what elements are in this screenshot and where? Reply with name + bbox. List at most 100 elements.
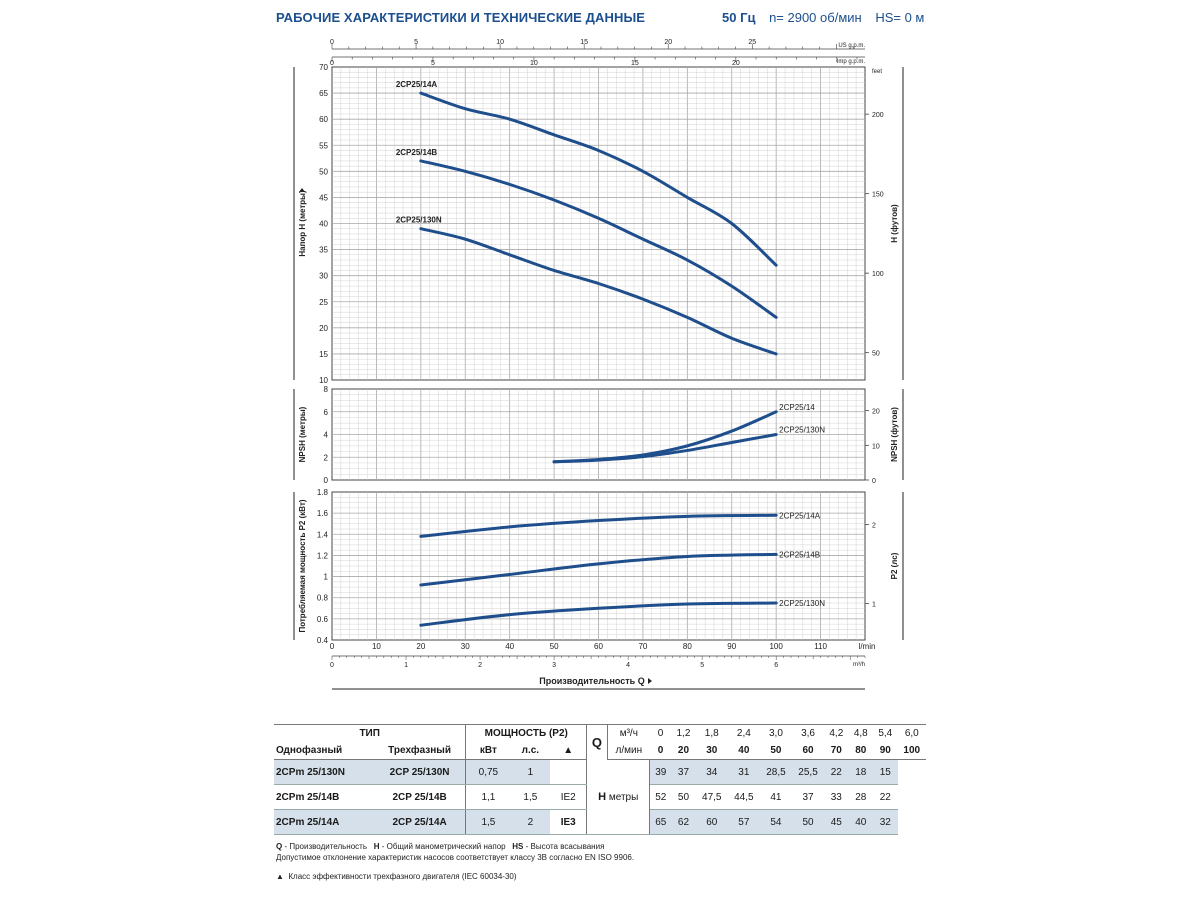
ie-class bbox=[550, 759, 588, 785]
lmin-cell: 50 bbox=[759, 742, 792, 760]
ie-footnote: ▲ Класс эффективности трехфазного двигат… bbox=[276, 872, 517, 881]
table-row: 2CPm 25/14A 2CP 25/14A 1,5 2 IE3 65 62 6… bbox=[274, 809, 926, 835]
head-cell: 52 bbox=[649, 784, 672, 810]
suction-height-label: HS= 0 м bbox=[875, 10, 925, 25]
lmin-cell: 100 bbox=[897, 742, 926, 760]
y2-tick-label: 150 bbox=[872, 192, 884, 199]
y2-tick-label: 200 bbox=[872, 112, 884, 119]
lmin-cell: 30 bbox=[695, 742, 728, 760]
power-kw: 1,1 bbox=[465, 784, 511, 810]
table-row: 2CPm 25/130N 2CP 25/130N 0,75 1 H метры … bbox=[274, 759, 926, 835]
m3h-tick-label: 5 bbox=[700, 662, 704, 669]
x-tick-label: 0 bbox=[330, 642, 335, 651]
head-cell: 50 bbox=[671, 784, 696, 810]
m3-cell: 4,8 bbox=[848, 724, 874, 742]
head-cell: 33 bbox=[824, 784, 849, 810]
lmin-cell: 0 bbox=[649, 742, 672, 760]
series-label: 2CP25/130N bbox=[779, 426, 825, 435]
h-unit: метры bbox=[608, 792, 639, 803]
y-tick-label: 65 bbox=[319, 89, 328, 98]
head-cell: 15 bbox=[873, 759, 898, 785]
x-tick-label: 10 bbox=[372, 642, 381, 651]
footnote-hs-text: - Высота всасывания bbox=[525, 842, 605, 851]
y-axis-label: Напор H (метры) bbox=[298, 190, 307, 257]
m3-cell: 3,0 bbox=[759, 724, 792, 742]
lmin-cell: 60 bbox=[791, 742, 825, 760]
hp-header: л.с. bbox=[510, 742, 551, 760]
x-unit-label: l/min bbox=[859, 642, 876, 651]
y-tick-label: 40 bbox=[319, 220, 328, 229]
imp-gpm-tick-label: 0 bbox=[330, 60, 334, 67]
head-cell: 50 bbox=[791, 809, 825, 835]
imp-gpm-tick-label: 10 bbox=[530, 60, 538, 67]
x-axis-label: Производительность Q bbox=[539, 676, 644, 686]
imp-gpm-tick-label: 20 bbox=[732, 60, 740, 67]
power-hp: 1,5 bbox=[510, 784, 551, 810]
y2-tick-label: 20 bbox=[872, 409, 880, 416]
table-header-row-1: ТИП МОЩНОСТЬ (P2) Q м³/ч 0 1,2 1,8 2,4 3… bbox=[274, 724, 926, 760]
us-gpm-tick-label: 20 bbox=[664, 39, 672, 46]
q-letter: Q bbox=[586, 724, 608, 760]
ie-class: IE3 bbox=[550, 809, 588, 835]
lmin-cell: 20 bbox=[671, 742, 696, 760]
us-gpm-tick-label: 25 bbox=[748, 39, 756, 46]
footnote-h-text: - Общий манометрический напор bbox=[381, 842, 506, 851]
m3h-unit-label: m³/h bbox=[853, 662, 865, 668]
m3h-tick-label: 1 bbox=[404, 662, 408, 669]
x-tick-label: 80 bbox=[683, 642, 692, 651]
lmin-cell: 80 bbox=[848, 742, 874, 760]
header-params: 50 Гц n= 2900 об/мин HS= 0 м bbox=[722, 10, 934, 25]
head-cell: 34 bbox=[695, 759, 728, 785]
single-phase-model: 2CPm 25/14A bbox=[274, 809, 374, 835]
y2-axis-label: H (футов) bbox=[890, 204, 899, 243]
single-phase-header: Однофазный bbox=[274, 742, 374, 760]
series-label: 2CP25/14A bbox=[779, 511, 821, 520]
kw-header: кВт bbox=[465, 742, 511, 760]
y-tick-label: 60 bbox=[319, 115, 328, 124]
head-cell: 31 bbox=[727, 759, 760, 785]
three-phase-model: 2CP 25/14B bbox=[373, 784, 467, 810]
m3h-tick-label: 4 bbox=[626, 662, 630, 669]
us-gpm-unit: US g.p.m. bbox=[838, 43, 865, 49]
x-tick-label: 90 bbox=[727, 642, 736, 651]
performance-charts: 0 5 10 15 20 25 US g.p.m.0 5 10 15 20 Imp g.p.m.101… bbox=[293, 39, 904, 690]
m3-cell: 0 bbox=[649, 724, 672, 742]
imp-gpm-tick-label: 15 bbox=[631, 60, 639, 67]
m3h-tick-label: 3 bbox=[552, 662, 556, 669]
y-tick-label: 0.6 bbox=[317, 615, 329, 624]
head-cell: 37 bbox=[671, 759, 696, 785]
y-tick-label: 20 bbox=[319, 324, 328, 333]
y-tick-label: 50 bbox=[319, 167, 328, 176]
y-tick-label: 1.2 bbox=[317, 551, 329, 560]
y2-tick-label: 50 bbox=[872, 351, 880, 358]
h-label-cell: H метры bbox=[586, 759, 651, 835]
y-tick-label: 10 bbox=[319, 376, 328, 385]
power-header: МОЩНОСТЬ (P2) bbox=[465, 724, 588, 742]
head-cell: 18 bbox=[848, 759, 874, 785]
y-axis-label: Потребляемая мощность P2 (кВт) bbox=[298, 499, 307, 632]
m3-cell: 4,2 bbox=[824, 724, 849, 742]
x-tick-label: 20 bbox=[416, 642, 425, 651]
us-gpm-tick-label: 10 bbox=[496, 39, 504, 46]
three-phase-model: 2CP 25/130N bbox=[373, 759, 467, 785]
series-line bbox=[552, 433, 778, 464]
m3-cell: 5,4 bbox=[873, 724, 898, 742]
head-cell: 57 bbox=[727, 809, 760, 835]
y-tick-label: 0 bbox=[324, 476, 329, 485]
footnote-h-key: H bbox=[373, 842, 380, 851]
x-tick-label: 100 bbox=[769, 642, 783, 651]
single-phase-model: 2CPm 25/14B bbox=[274, 784, 374, 810]
series-line bbox=[419, 159, 778, 319]
y-tick-label: 1 bbox=[324, 573, 329, 582]
y-arrow-icon bbox=[299, 188, 305, 192]
m3h-tick-label: 0 bbox=[330, 662, 334, 669]
series-line bbox=[419, 552, 778, 587]
ie-triangle-icon: ▲ bbox=[276, 872, 284, 881]
y-tick-label: 1.8 bbox=[317, 488, 329, 497]
head-cell: 60 bbox=[695, 809, 728, 835]
head-cell: 28,5 bbox=[759, 759, 792, 785]
head-cell: 44,5 bbox=[727, 784, 760, 810]
frequency-label: 50 Гц bbox=[722, 10, 756, 25]
y-tick-label: 0.8 bbox=[317, 594, 329, 603]
head-cell: 39 bbox=[649, 759, 672, 785]
